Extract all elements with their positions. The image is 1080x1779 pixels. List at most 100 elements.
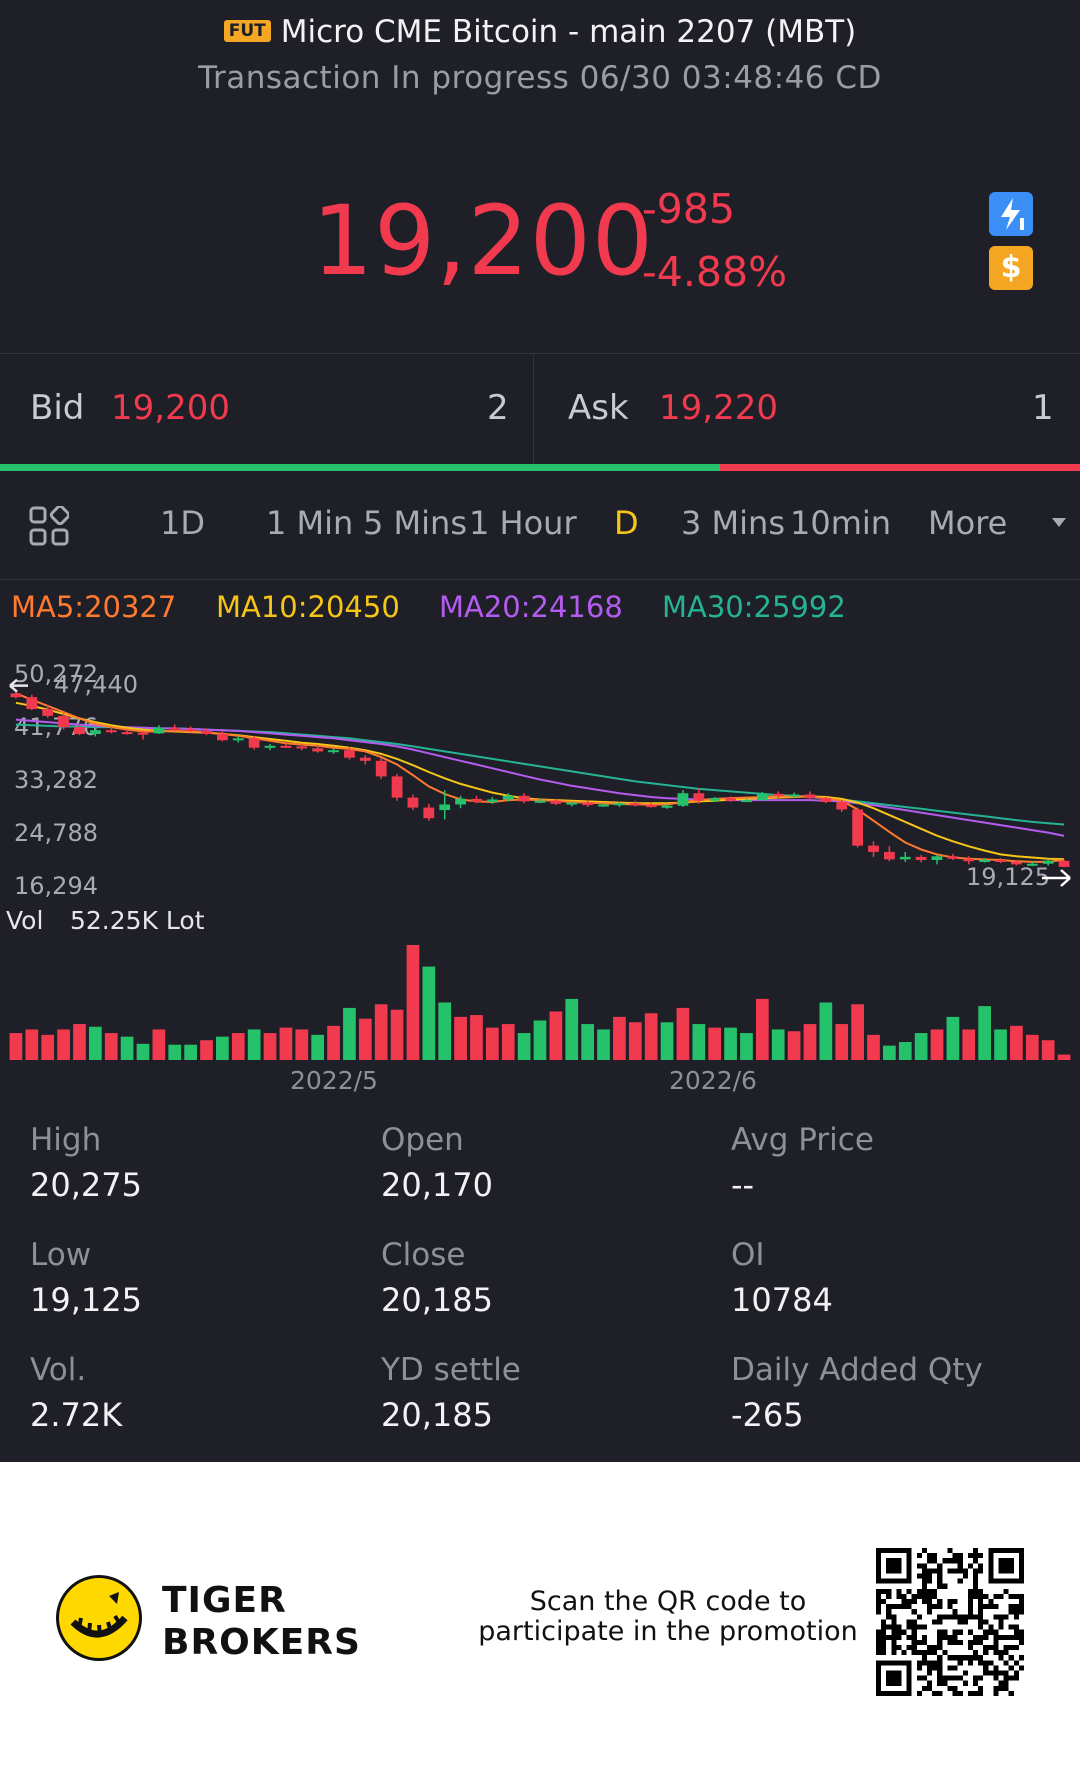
volume-bar [867,1034,880,1060]
qr-module [967,1593,973,1600]
candle [836,801,848,810]
volume-bar [819,1002,833,1060]
qr-module [886,1624,892,1630]
qr-module [927,1553,933,1559]
tab-3mins[interactable]: 3 Mins [681,504,785,542]
qr-module [876,1644,882,1651]
dollar-icon[interactable]: $ [989,246,1033,290]
qr-module [972,1573,979,1579]
candle [947,856,959,859]
chevron-down-icon[interactable] [1052,518,1066,527]
qr-module [972,1650,979,1656]
qr-module [947,1634,953,1640]
qr-module [901,1604,907,1610]
qr-module [978,1655,984,1661]
promo-line: Scan the QR code to [529,1586,807,1617]
candle [756,793,768,801]
qr-module [1008,1624,1014,1630]
qr-module [957,1619,963,1625]
x-axis-label: 2022/6 [669,1066,757,1095]
qr-module [876,1650,882,1656]
qr-module [927,1644,933,1651]
tab-1min[interactable]: 1 Min [266,504,354,542]
qr-module [1008,1609,1014,1615]
qr-module [921,1583,928,1589]
volume-bar [787,1031,801,1060]
volume-bar [1025,1034,1039,1060]
qr-module [952,1675,958,1681]
brand-name-line1: TIGER [162,1580,287,1621]
qr-module [998,1593,1004,1600]
candle [693,793,705,801]
qr-module [901,1650,907,1656]
candle [963,858,975,862]
qr-module [1008,1675,1014,1681]
qr-module [937,1680,943,1686]
tab-5mins[interactable]: 5 Mins [363,504,467,542]
tab-day[interactable]: D [614,504,639,542]
qr-module [876,1629,882,1635]
qr-module [921,1599,928,1605]
qr-module [957,1614,963,1620]
qr-module [932,1593,938,1600]
volume-bar [136,1043,150,1060]
qr-module [896,1624,902,1630]
qr-module [957,1629,963,1635]
qr-module [927,1650,933,1656]
tab-1d[interactable]: 1D [160,504,205,542]
qr-module [881,1619,887,1625]
qr-module [927,1604,933,1610]
qr-module [937,1568,943,1574]
qr-module [983,1650,989,1656]
candle [296,746,308,749]
tab-10min[interactable]: 10min [790,504,892,542]
layout-grid-icon[interactable] [29,506,69,546]
stat-label: High [30,1122,102,1158]
candle [629,803,641,806]
qr-module [972,1614,979,1620]
qr-module [942,1650,948,1656]
qr-module [993,1644,999,1651]
volume-bar [883,1045,896,1060]
qr-module [957,1675,963,1681]
qr-module [896,1604,902,1610]
qr-module [896,1629,902,1635]
volume-bar [120,1036,134,1060]
qr-module [1018,1629,1024,1635]
qr-module [881,1624,887,1630]
qr-module [911,1599,917,1605]
qr-module [967,1639,973,1645]
qr-module [886,1634,892,1640]
tab-1hour[interactable]: 1 Hour [469,504,577,542]
qr-module [1018,1609,1024,1615]
qr-module [978,1675,984,1681]
qr-module [988,1629,994,1635]
candle [74,727,85,734]
candle [868,845,879,852]
qr-module [921,1634,928,1640]
qr-module [876,1599,882,1605]
qr-module [978,1604,984,1610]
qr-module [921,1578,928,1584]
qr-module [921,1573,928,1579]
candle [280,745,292,748]
volume-bar [930,1029,944,1060]
lightning-level1-icon[interactable] [989,192,1033,236]
candle [931,856,943,861]
qr-module [978,1599,984,1605]
candle [645,805,657,808]
qr-module [1003,1670,1009,1676]
qr-module [891,1629,897,1635]
instrument-name: Micro CME Bitcoin - main 2207 (MBT) [280,14,857,50]
candlestick-chart[interactable]: 50,27241,77633,28224,78816,29447,44019,1… [0,645,1080,1075]
trading-status: Transaction In progress 06/30 03:48:46 C… [198,60,882,96]
qr-module [993,1629,999,1635]
ma5-line [15,692,1065,863]
tab-more[interactable]: More [928,504,1008,542]
qr-module [937,1634,943,1640]
qr-module [957,1655,963,1661]
qr-module [916,1650,922,1656]
stat-value: 20,185 [381,1281,493,1319]
qr-module [937,1583,943,1589]
qr-module [978,1619,984,1625]
